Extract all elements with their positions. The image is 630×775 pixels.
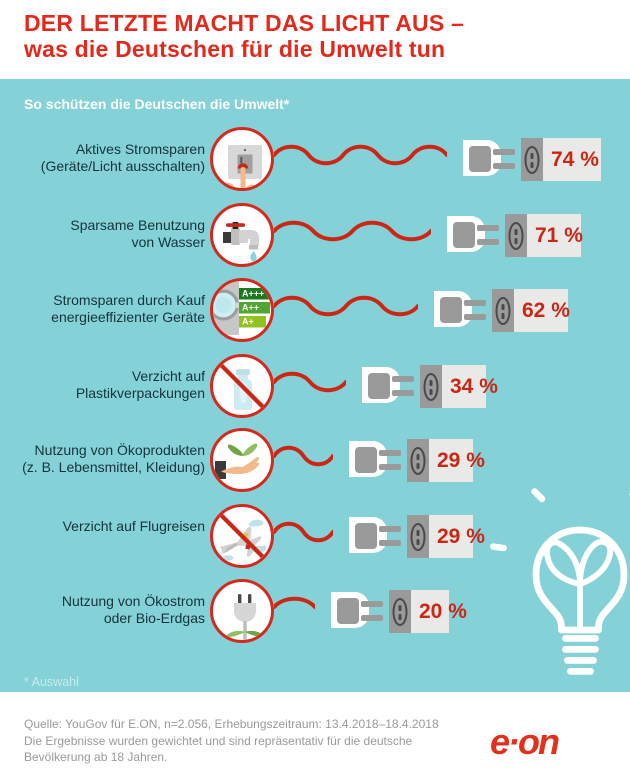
svg-text:A+: A+ xyxy=(242,317,254,327)
svg-text:A++: A++ xyxy=(242,303,259,313)
svg-text:e·on: e·on xyxy=(490,723,559,762)
svg-text:A+++: A+++ xyxy=(242,289,264,299)
